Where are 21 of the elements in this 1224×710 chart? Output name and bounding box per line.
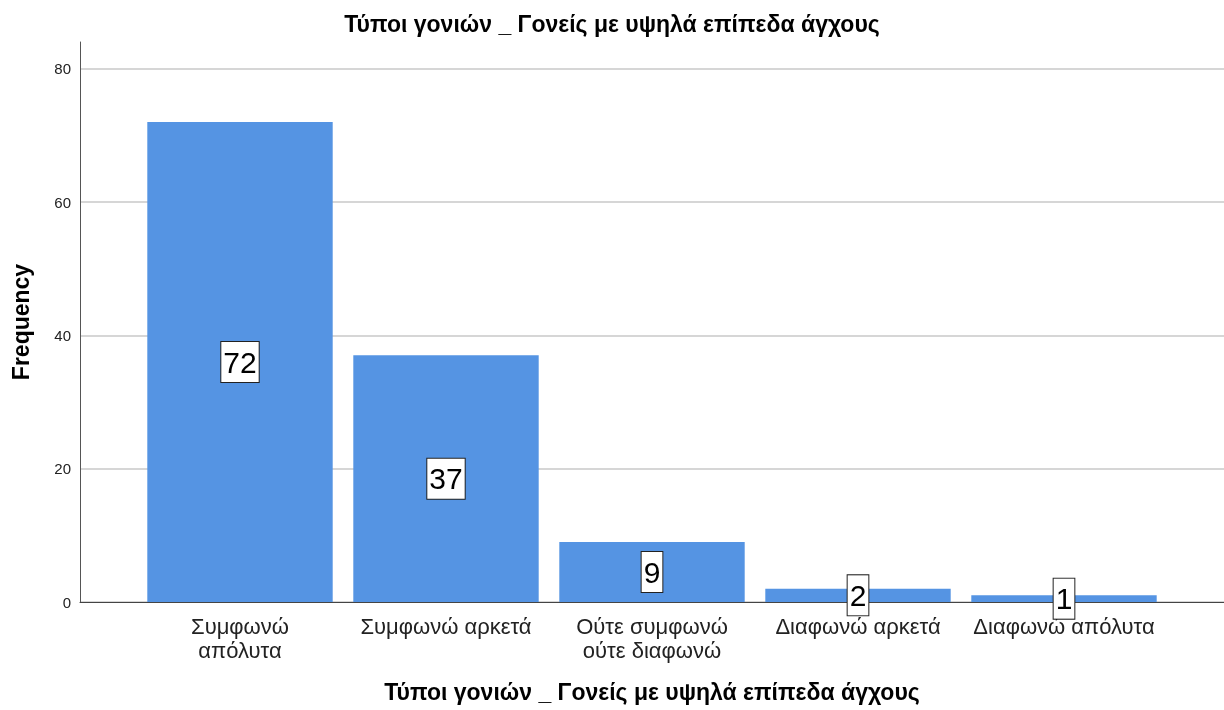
y-tick-label: 0 (62, 593, 71, 611)
y-tick-label: 60 (54, 193, 71, 211)
x-tick-label: Συμφωνώ αρκετά (360, 613, 532, 639)
y-axis-title: Frequency (7, 263, 34, 381)
x-tick-label: Διαφωνώ αρκετά (775, 613, 941, 639)
data-label: 9 (643, 555, 661, 589)
x-tick-label: Διαφωνώ απόλυτα (973, 613, 1155, 639)
data-label: 1 (1055, 582, 1073, 616)
y-tick-label: 40 (54, 326, 71, 344)
bar (353, 355, 539, 602)
y-tick-label: 20 (54, 460, 71, 478)
chart-title: Τύποι γονιών _ Γονείς με υψηλά επίπεδα άγχους (344, 10, 880, 37)
bar (147, 122, 333, 602)
x-tick-label: Συμφωνώ απόλυτα (191, 613, 289, 663)
data-label: 72 (223, 345, 257, 379)
x-tick-label: Ούτε συμφωνώ ούτε διαφωνώ (576, 613, 728, 663)
data-label: 37 (429, 462, 463, 496)
y-tick-label: 80 (54, 60, 71, 78)
bar (559, 542, 745, 602)
x-axis-title: Τύποι γονιών _ Γονείς με υψηλά επίπεδα άγχους (384, 678, 920, 705)
data-label: 2 (849, 578, 867, 612)
